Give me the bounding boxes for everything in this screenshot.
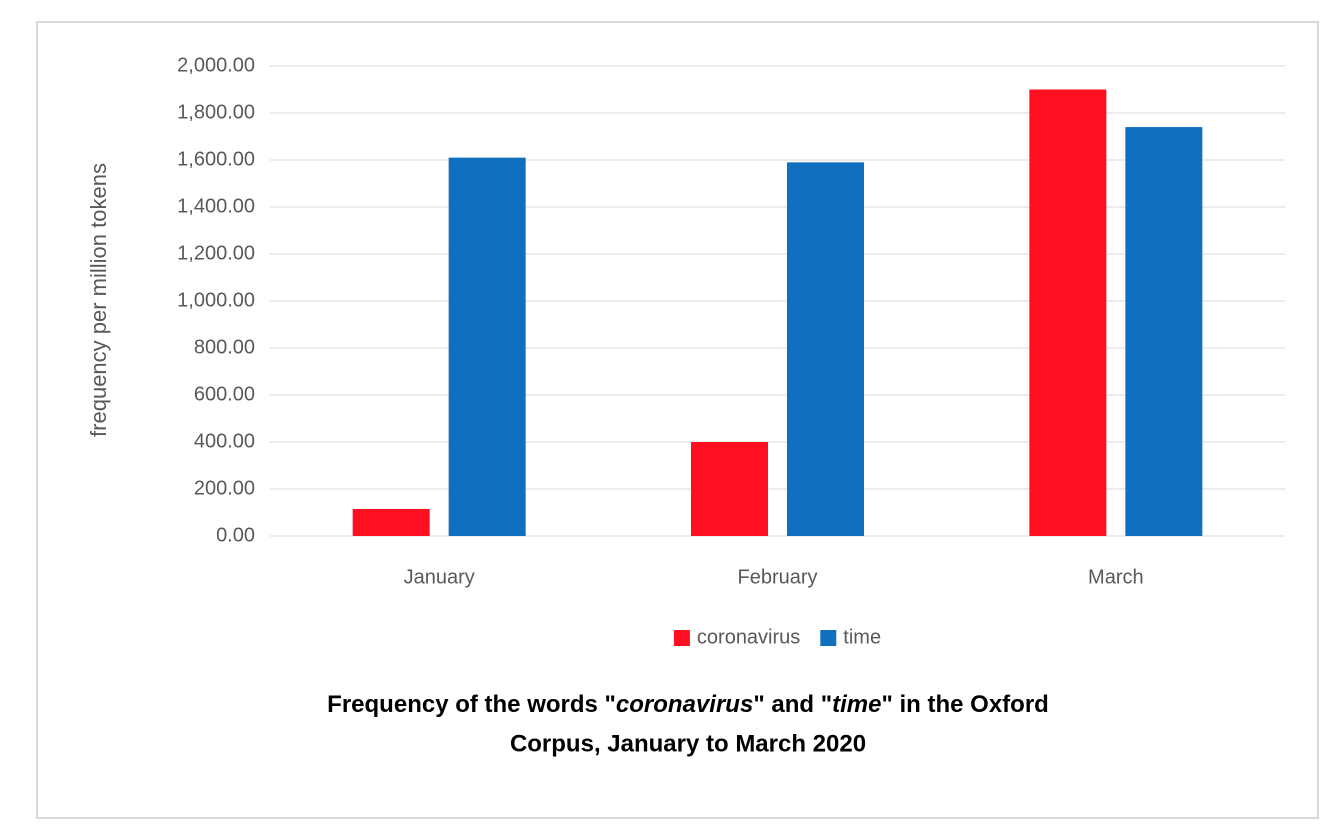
- y-tick-label: 200.00: [194, 477, 255, 499]
- bar: [1125, 127, 1203, 536]
- y-tick-label: 1,400.00: [177, 195, 255, 217]
- y-tick-label: 400.00: [194, 430, 255, 452]
- y-tick-label: 1,600.00: [177, 148, 255, 170]
- title-part: Frequency of the words ": [327, 691, 616, 718]
- bar: [1029, 89, 1107, 536]
- y-tick-label: 1,800.00: [177, 101, 255, 123]
- x-tick-label: January: [404, 566, 475, 588]
- legend-label: time: [843, 626, 881, 648]
- y-tick-label: 1,000.00: [177, 289, 255, 311]
- y-tick-label: 800.00: [194, 336, 255, 358]
- y-axis-label: frequency per million tokens: [86, 163, 111, 437]
- bar: [352, 508, 430, 536]
- y-tick-label: 0.00: [216, 524, 255, 546]
- bar: [448, 157, 526, 536]
- title-part: coronavirus: [616, 691, 753, 718]
- chart-title: Corpus, January to March 2020: [510, 730, 866, 757]
- legend-label: coronavirus: [697, 626, 800, 648]
- bar: [787, 162, 864, 536]
- bar: [691, 442, 768, 536]
- y-tick-label: 2,000.00: [177, 54, 255, 76]
- x-tick-label: March: [1088, 566, 1144, 588]
- legend-swatch: [820, 630, 837, 646]
- chart-title: Frequency of the words "coronavirus" and…: [327, 691, 1049, 718]
- title-part: time: [832, 691, 881, 718]
- y-tick-label: 1,200.00: [177, 242, 255, 264]
- x-tick-label: February: [737, 566, 817, 588]
- title-part: " and ": [753, 691, 832, 718]
- legend-swatch: [673, 630, 690, 646]
- y-tick-label: 600.00: [194, 383, 255, 405]
- title-part: " in the Oxford: [881, 691, 1048, 718]
